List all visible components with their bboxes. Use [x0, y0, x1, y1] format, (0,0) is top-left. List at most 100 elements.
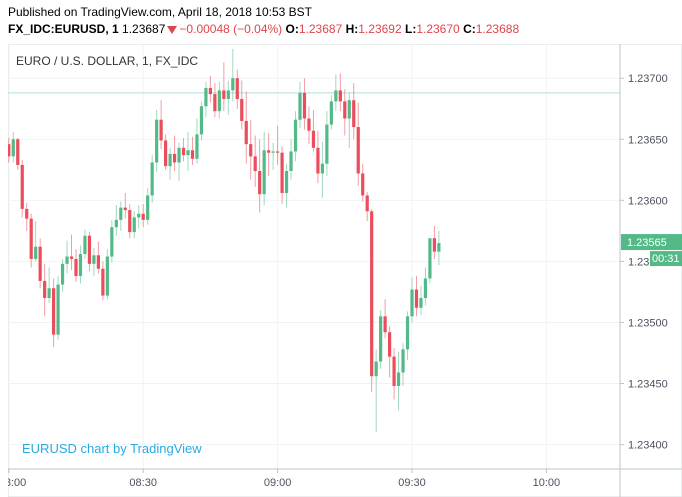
candle-body	[352, 100, 356, 128]
candle-body	[271, 151, 275, 153]
time-axis[interactable]: 8:00 08:30 09:00 09:30 10:00	[8, 469, 560, 489]
candle-body	[137, 213, 141, 218]
candle-body	[38, 246, 42, 281]
price-axis[interactable]: 1.237001.236501.236001.235501.235001.234…	[620, 73, 668, 452]
candle-body	[365, 195, 369, 212]
candle-body	[208, 87, 212, 95]
last-price: 1.23687	[122, 22, 166, 36]
candle-body	[60, 263, 65, 285]
candle-body	[280, 152, 284, 193]
candle-body	[101, 268, 105, 296]
candle-body	[56, 284, 60, 335]
candle-body	[119, 207, 123, 220]
candle-body	[298, 92, 302, 120]
candle-body	[43, 280, 47, 299]
time-tick-label: 08:30	[129, 477, 157, 489]
candle-body	[213, 94, 217, 112]
candle-body	[52, 288, 56, 335]
candle-body	[190, 150, 195, 159]
candles	[8, 48, 441, 433]
time-tick-label: 10:00	[533, 477, 561, 489]
chart-legend-title: EURO / U.S. DOLLAR, 1, FX_IDC	[16, 54, 199, 68]
chart-header: Published on TradingView.com, April 18, …	[0, 0, 682, 44]
countdown-tag-label: 00:31	[652, 253, 680, 265]
candle-body	[329, 101, 333, 125]
candle-body	[105, 256, 109, 296]
candle-body	[302, 92, 307, 119]
candle-body	[150, 162, 154, 196]
open-label: O:	[285, 22, 299, 36]
candle-body	[199, 106, 204, 135]
candle-body	[253, 156, 257, 172]
candle-body	[311, 130, 316, 148]
high-label: H:	[345, 22, 359, 36]
candle-body	[401, 349, 405, 373]
candle-body	[155, 119, 159, 163]
candle-body	[231, 78, 235, 91]
price-change: −0.00048 (−0.04%)	[179, 22, 283, 36]
candle-body	[392, 356, 396, 386]
close-label: C:	[463, 22, 476, 36]
candle-body	[226, 90, 230, 99]
last-price-tag: 1.23565 00:31	[621, 234, 682, 267]
candle-body	[334, 90, 338, 102]
price-tick-label: 1.23650	[628, 134, 668, 146]
candle-body	[195, 134, 199, 159]
candle-body	[293, 119, 298, 152]
candle-body	[164, 140, 168, 167]
candle-body	[383, 316, 387, 333]
candle-body	[92, 255, 96, 264]
candle-body	[141, 213, 145, 220]
candle-body	[325, 124, 329, 164]
candle-body	[410, 289, 414, 317]
last-price-tag-label: 1.23565	[627, 237, 667, 249]
candle-body	[405, 316, 410, 350]
candle-body	[47, 288, 51, 299]
candle-body	[289, 151, 293, 172]
candle-body	[20, 164, 24, 209]
candle-body	[244, 120, 248, 145]
candle-body	[307, 118, 311, 131]
candle-body	[172, 153, 177, 163]
candle-body	[204, 87, 208, 107]
candle-body	[262, 150, 266, 195]
candle-body	[29, 218, 33, 259]
candle-body	[379, 316, 383, 362]
candle-body	[361, 173, 365, 196]
candle-body	[96, 255, 100, 269]
candle-body	[356, 127, 360, 174]
candle-body	[217, 90, 221, 112]
close-value: 1.23688	[475, 22, 520, 36]
candle-body	[388, 332, 392, 357]
candle-body	[396, 372, 401, 386]
down-arrow-icon	[167, 26, 178, 34]
candle-body	[181, 147, 186, 156]
candle-body	[347, 100, 351, 119]
symbol-info-line: FX_IDC:EURUSD, 1 1.23687 −0.00048 (−0.04%…	[8, 22, 519, 36]
candle-body	[87, 235, 92, 264]
candle-body	[114, 219, 118, 228]
high-value: 1.23692	[358, 22, 402, 36]
candle-body	[316, 147, 320, 174]
candle-body	[414, 289, 419, 308]
price-tick-label: 1.23600	[628, 195, 668, 207]
price-tick-label: 1.23500	[628, 317, 668, 329]
candle-body	[374, 361, 378, 377]
candle-body	[267, 150, 271, 153]
candle-body	[69, 256, 74, 259]
candle-body	[186, 150, 190, 156]
price-tick-label: 1.23400	[628, 440, 668, 452]
candle-body	[34, 246, 38, 259]
candle-body	[159, 119, 163, 141]
time-tick-label: 09:30	[398, 477, 426, 489]
candle-body	[258, 171, 262, 195]
low-label: L:	[405, 22, 417, 36]
candle-body	[235, 78, 239, 99]
candlestick-chart[interactable]: 1.237001.236501.236001.235501.235001.234…	[8, 44, 682, 497]
candle-body	[25, 208, 29, 219]
watermark-link[interactable]: EURUSD chart by TradingView	[22, 441, 202, 456]
countdown-tag-bg	[650, 251, 682, 267]
candle-body	[240, 98, 244, 121]
candle-body	[437, 243, 441, 252]
price-tick-label: 1.23450	[628, 379, 668, 391]
